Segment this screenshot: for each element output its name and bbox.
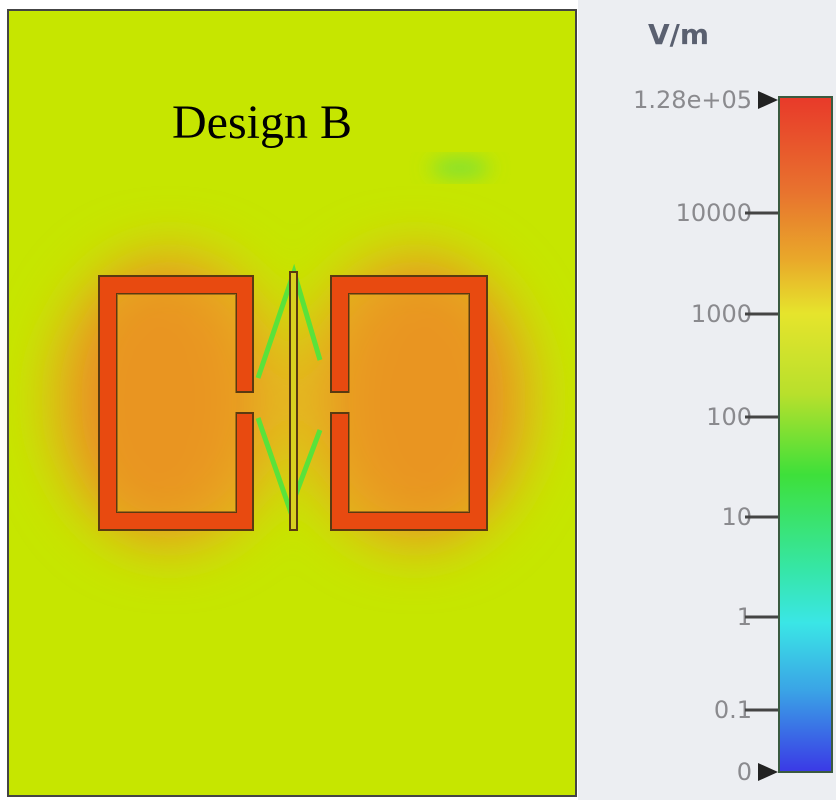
- tick-line: [745, 211, 778, 215]
- field-plot: [7, 9, 577, 797]
- tick-label: 100: [706, 403, 752, 431]
- tick-line: [745, 415, 778, 419]
- tick-label: 10000: [675, 199, 752, 227]
- right-ring-interior: [349, 294, 469, 512]
- tick-label: 1: [737, 603, 752, 631]
- max-marker-icon[interactable]: [758, 91, 778, 109]
- center-strip: [289, 271, 298, 531]
- colorbar: [778, 96, 833, 773]
- tick-label: 0: [736, 758, 752, 786]
- tick-label: 1000: [690, 300, 752, 328]
- colorbar-unit: V/m: [648, 18, 710, 51]
- low-field-lines: [430, 160, 490, 176]
- min-marker-icon[interactable]: [758, 763, 778, 781]
- tick-line: [745, 615, 778, 619]
- left-ring-interior: [117, 294, 236, 512]
- tick-line: [745, 312, 778, 316]
- tick-line: [745, 708, 778, 712]
- figure-title: Design B: [172, 96, 352, 149]
- tick-line: [745, 515, 778, 519]
- colorbar-legend: V/m 1.28e+05 10000 1000 100 10 1 0.1 0: [578, 0, 836, 800]
- tick-label: 1.28e+05: [633, 86, 752, 114]
